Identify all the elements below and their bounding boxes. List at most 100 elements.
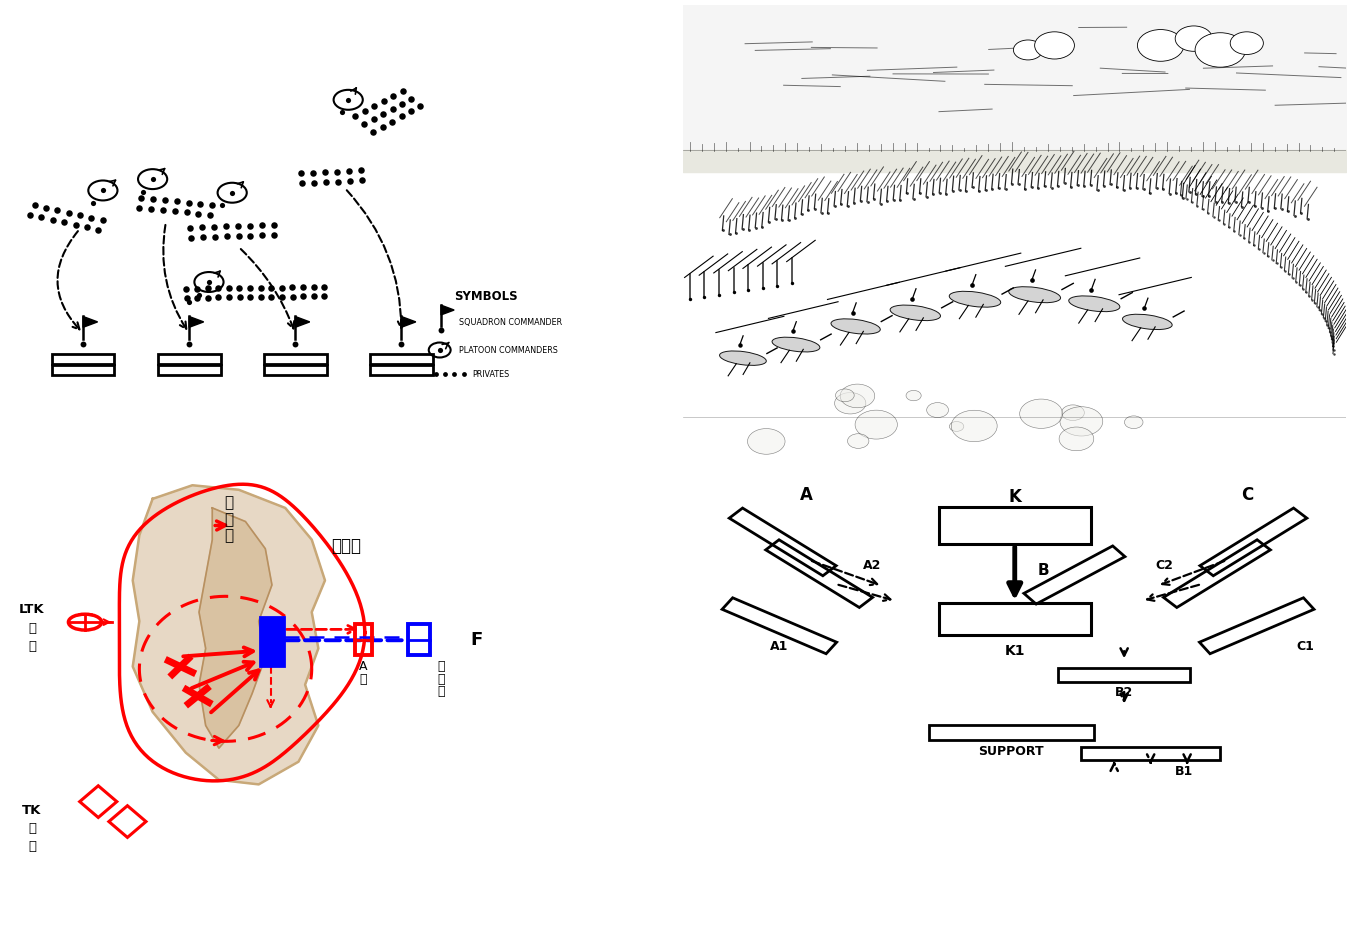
Point: [177, 195, 199, 210]
Ellipse shape: [890, 305, 940, 321]
Point: [1192, 202, 1214, 216]
Ellipse shape: [950, 291, 1001, 307]
Point: [877, 193, 898, 208]
Point: [303, 175, 325, 190]
Point: [955, 183, 977, 198]
Point: [1132, 181, 1154, 196]
Bar: [354, 624, 372, 655]
Point: [1165, 186, 1187, 201]
Point: [752, 280, 774, 295]
Text: B: B: [1038, 563, 1050, 578]
Point: [92, 183, 114, 198]
Text: B2: B2: [1115, 686, 1134, 699]
Point: [1284, 208, 1306, 223]
Point: [53, 215, 74, 229]
Point: [948, 182, 970, 197]
Point: [222, 185, 244, 200]
Point: [863, 191, 885, 206]
Point: [340, 174, 361, 189]
Point: [189, 196, 211, 211]
Point: [215, 219, 237, 234]
Point: [1322, 332, 1344, 347]
Point: [737, 283, 759, 298]
Point: [976, 183, 997, 198]
Point: [69, 208, 91, 223]
Circle shape: [951, 411, 997, 441]
Point: [314, 289, 336, 303]
Point: [239, 228, 261, 243]
Circle shape: [1176, 26, 1212, 51]
Point: [383, 89, 405, 104]
Bar: [51, 365, 115, 376]
Text: C2: C2: [1155, 560, 1173, 573]
Point: [391, 337, 413, 352]
Point: [1270, 202, 1292, 216]
Point: [92, 213, 114, 228]
Point: [363, 124, 384, 139]
Point: [1319, 325, 1341, 339]
Text: 小: 小: [28, 640, 37, 653]
Point: [281, 290, 303, 304]
Point: [284, 337, 306, 352]
Point: [739, 222, 760, 237]
Point: [994, 181, 1016, 196]
Point: [192, 230, 214, 245]
Point: [1322, 339, 1344, 354]
Bar: [939, 603, 1091, 635]
Point: [337, 92, 359, 107]
Point: [410, 99, 432, 114]
Polygon shape: [402, 316, 415, 327]
Circle shape: [1230, 31, 1264, 55]
Point: [1252, 200, 1273, 215]
Point: [176, 205, 198, 220]
Point: [901, 291, 923, 306]
Point: [141, 202, 162, 216]
Text: 一: 一: [437, 672, 445, 685]
Text: F: F: [469, 631, 482, 649]
Point: [19, 207, 41, 222]
Point: [35, 201, 57, 216]
Circle shape: [927, 402, 948, 417]
Point: [792, 207, 813, 222]
Polygon shape: [133, 486, 325, 784]
Point: [215, 229, 237, 244]
Point: [303, 279, 325, 294]
Point: [981, 181, 1003, 196]
Point: [1114, 183, 1135, 198]
Point: [207, 281, 229, 296]
Point: [1185, 187, 1207, 202]
Point: [1047, 179, 1069, 193]
Point: [1208, 213, 1230, 228]
Point: [1160, 186, 1181, 201]
Point: [785, 210, 806, 225]
Point: [187, 281, 208, 296]
Point: [1229, 228, 1250, 242]
Ellipse shape: [1069, 296, 1120, 312]
Point: [227, 228, 249, 243]
Point: [771, 213, 793, 228]
Point: [453, 366, 475, 381]
Point: [1296, 285, 1318, 300]
Bar: [157, 365, 221, 376]
Circle shape: [1059, 427, 1093, 450]
Point: [218, 281, 239, 296]
Point: [65, 217, 87, 232]
FancyArrowPatch shape: [241, 249, 294, 328]
Bar: [369, 365, 433, 376]
Point: [942, 183, 963, 198]
Point: [1181, 195, 1203, 210]
Point: [1206, 194, 1227, 209]
Point: [729, 338, 751, 352]
Point: [1218, 196, 1239, 211]
Ellipse shape: [773, 338, 820, 352]
Point: [130, 191, 152, 205]
Point: [229, 290, 250, 304]
Point: [142, 172, 164, 187]
Point: [1285, 274, 1307, 289]
Point: [1223, 224, 1245, 239]
Point: [400, 104, 422, 118]
Point: [372, 119, 394, 134]
Point: [1234, 231, 1256, 246]
Point: [83, 196, 104, 211]
Point: [725, 226, 747, 240]
